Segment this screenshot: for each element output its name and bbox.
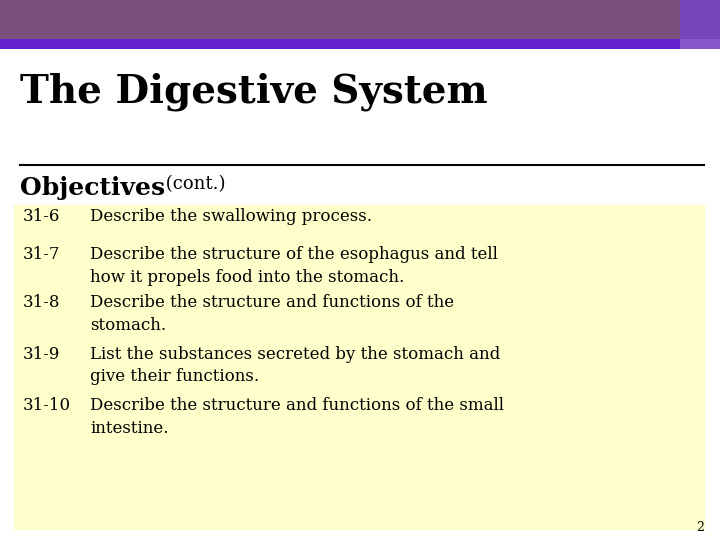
Text: Describe the structure and functions of the
stomach.: Describe the structure and functions of … [90,294,454,334]
Text: Describe the swallowing process.: Describe the swallowing process. [90,208,372,225]
Text: Describe the structure of the esophagus and tell
how it propels food into the st: Describe the structure of the esophagus … [90,246,498,286]
Text: The Digestive System: The Digestive System [20,73,487,111]
Text: 31-7: 31-7 [23,246,60,262]
Text: (cont.): (cont.) [160,176,225,193]
Text: 31-10: 31-10 [23,397,71,414]
Text: Objectives: Objectives [20,176,166,199]
Text: 31-9: 31-9 [23,346,60,362]
Text: List the substances secreted by the stomach and
give their functions.: List the substances secreted by the stom… [90,346,500,386]
Text: Describe the structure and functions of the small
intestine.: Describe the structure and functions of … [90,397,504,437]
Text: 2: 2 [696,521,704,534]
FancyBboxPatch shape [14,205,704,529]
Text: 31-8: 31-8 [23,294,60,311]
Text: 31-6: 31-6 [23,208,60,225]
